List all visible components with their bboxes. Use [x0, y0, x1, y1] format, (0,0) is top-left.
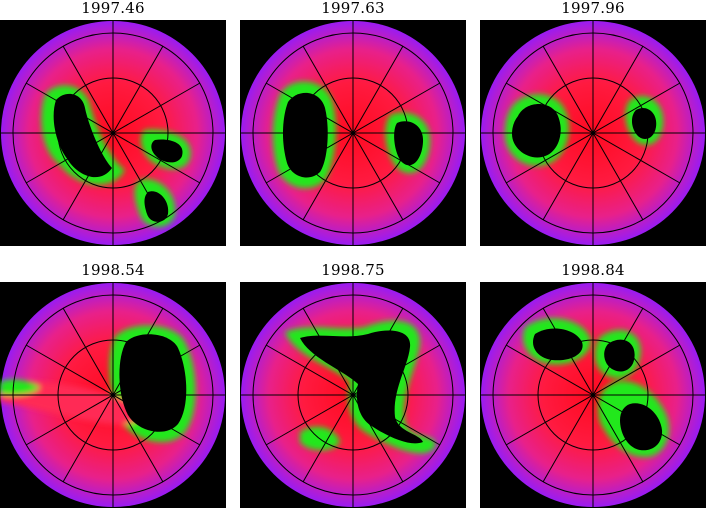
polar-grid	[240, 20, 466, 246]
polar-map-svg	[480, 20, 706, 246]
polar-map-image	[480, 282, 706, 508]
polar-grid	[480, 282, 706, 508]
polar-grid	[240, 282, 466, 508]
panel-title: 1997.46	[81, 0, 145, 17]
polar-map-svg	[240, 20, 466, 246]
polar-grid	[0, 282, 226, 508]
panel-title: 1998.84	[561, 261, 625, 279]
panel-title: 1997.96	[561, 0, 625, 17]
panel-title: 1997.63	[321, 0, 385, 17]
polar-map-image	[480, 20, 706, 246]
polar-grid	[0, 20, 226, 246]
panel-title: 1998.54	[81, 261, 145, 279]
polar-map-svg	[240, 282, 466, 508]
polar-map-image	[0, 20, 226, 246]
polar-map-svg	[480, 282, 706, 508]
polar-map-image	[240, 282, 466, 508]
polar-map-svg	[0, 282, 226, 508]
polar-map-image	[0, 282, 226, 508]
polar-map-image	[240, 20, 466, 246]
panel-title: 1998.75	[321, 261, 385, 279]
polar-map-svg	[0, 20, 226, 246]
polar-grid	[480, 20, 706, 246]
